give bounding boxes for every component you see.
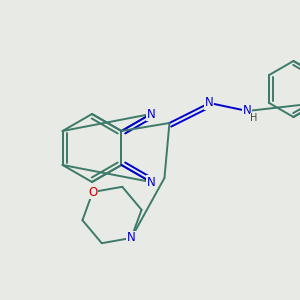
Text: N: N xyxy=(146,176,155,188)
Text: N: N xyxy=(243,104,252,118)
Text: N: N xyxy=(127,232,136,244)
Text: N: N xyxy=(205,97,214,110)
Text: O: O xyxy=(88,185,97,199)
Text: N: N xyxy=(146,107,155,121)
Text: H: H xyxy=(250,113,257,123)
